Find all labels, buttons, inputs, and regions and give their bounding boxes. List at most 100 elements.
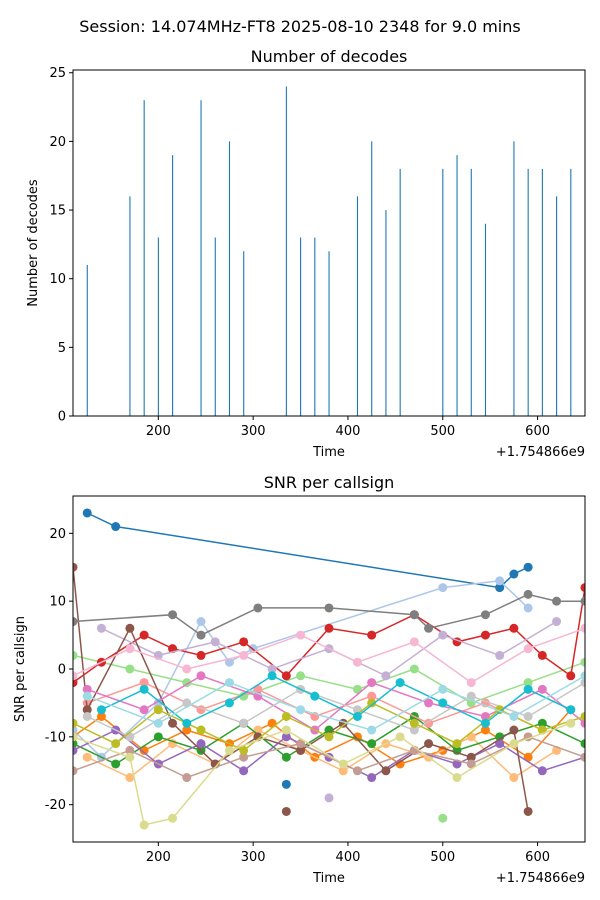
decodes-bar <box>285 86 287 416</box>
decodes-bar <box>513 141 515 416</box>
snr-point <box>182 773 192 783</box>
decodes-y-axis-label: Number of decodes <box>26 179 41 307</box>
decodes-bar <box>300 237 302 416</box>
snr-point <box>82 752 92 762</box>
snr-point <box>438 684 448 694</box>
snr-point <box>111 759 121 769</box>
decodes-y-ticks: 0 5 10 15 20 25 <box>49 66 73 425</box>
snr-point <box>338 759 348 769</box>
snr-point <box>73 617 78 627</box>
snr-point <box>82 711 92 721</box>
snr-point <box>480 630 490 640</box>
snr-y-ticks: -20 -10 0 10 20 <box>45 527 73 813</box>
snr-point <box>82 508 92 518</box>
snr-point <box>367 725 377 735</box>
snr-point <box>509 773 519 783</box>
snr-point <box>73 562 78 572</box>
snr-point <box>125 732 135 742</box>
snr-point <box>125 745 135 755</box>
decodes-x-tick-label: 200 <box>146 424 171 439</box>
snr-x-tick-label: 300 <box>241 850 266 865</box>
snr-point <box>96 623 106 633</box>
decodes-bars <box>86 86 572 416</box>
snr-point <box>82 691 92 701</box>
snr-point <box>352 711 362 721</box>
snr-point <box>73 745 78 755</box>
snr-point <box>239 718 249 728</box>
snr-point <box>452 773 462 783</box>
snr-point <box>125 752 135 762</box>
snr-point <box>381 766 391 776</box>
snr-point <box>139 705 149 715</box>
snr-point <box>424 739 434 749</box>
snr-point <box>224 745 234 755</box>
snr-point <box>466 732 476 742</box>
snr-point <box>182 664 192 674</box>
snr-point <box>111 522 121 532</box>
snr-chart: SNR per callsign 200 300 400 500 600 -20 -10 0… <box>13 473 586 886</box>
snr-point <box>281 732 291 742</box>
snr-point <box>352 684 362 694</box>
snr-point <box>196 617 206 627</box>
snr-point <box>239 752 249 762</box>
snr-point <box>73 725 78 735</box>
snr-point <box>196 650 206 660</box>
decodes-y-tick-label: 25 <box>49 66 66 81</box>
decodes-bar <box>200 100 202 416</box>
snr-point <box>480 725 490 735</box>
snr-point <box>239 650 249 660</box>
snr-point <box>281 725 291 735</box>
snr-point <box>552 617 562 627</box>
snr-x-ticks: 200 300 400 500 600 <box>146 842 550 865</box>
snr-x-tick-label: 600 <box>525 850 550 865</box>
decodes-x-tick-label: 400 <box>336 424 361 439</box>
snr-point <box>352 657 362 667</box>
snr-point <box>296 705 306 715</box>
snr-point <box>509 739 519 749</box>
snr-point <box>168 718 178 728</box>
snr-point <box>580 623 585 633</box>
snr-point <box>480 718 490 728</box>
snr-y-tick-label: 0 <box>58 663 66 678</box>
snr-point <box>224 698 234 708</box>
snr-point <box>580 596 585 606</box>
snr-point <box>523 644 533 654</box>
decodes-y-tick-label: 15 <box>49 204 66 219</box>
snr-point <box>424 698 434 708</box>
decodes-bar <box>556 196 558 416</box>
decodes-bar <box>399 168 401 416</box>
snr-point <box>267 664 277 674</box>
snr-point <box>324 725 334 735</box>
decodes-bar <box>243 251 245 416</box>
snr-point <box>296 630 306 640</box>
snr-point <box>196 725 206 735</box>
snr-x-offset-label: +1.754866e9 <box>496 871 585 886</box>
snr-point <box>281 752 291 762</box>
decodes-plot-frame <box>72 69 586 417</box>
decodes-y-tick-label: 10 <box>49 272 66 287</box>
snr-series-line <box>86 674 585 732</box>
decodes-bar <box>143 100 145 416</box>
snr-point <box>125 664 135 674</box>
snr-series-line <box>101 674 572 725</box>
decodes-bar <box>442 168 444 416</box>
snr-point <box>438 583 448 593</box>
snr-point <box>438 813 448 823</box>
decodes-bar <box>527 168 529 416</box>
decodes-bar <box>328 251 330 416</box>
snr-point <box>281 779 291 789</box>
decodes-x-offset-label: +1.754866e9 <box>496 445 585 460</box>
snr-y-tick-label: -20 <box>45 798 66 813</box>
snr-point <box>73 671 78 681</box>
decodes-x-tick-label: 300 <box>241 424 266 439</box>
snr-point <box>367 630 377 640</box>
snr-point <box>566 671 576 681</box>
decodes-chart-title: Number of decodes <box>251 47 408 66</box>
snr-point <box>196 630 206 640</box>
snr-point <box>125 644 135 654</box>
snr-point <box>239 766 249 776</box>
snr-point <box>381 671 391 681</box>
decodes-bar <box>129 196 131 416</box>
snr-point <box>495 576 505 586</box>
decodes-chart: Number of decodes 200 300 400 500 600 0 5 10 15… <box>26 47 586 460</box>
